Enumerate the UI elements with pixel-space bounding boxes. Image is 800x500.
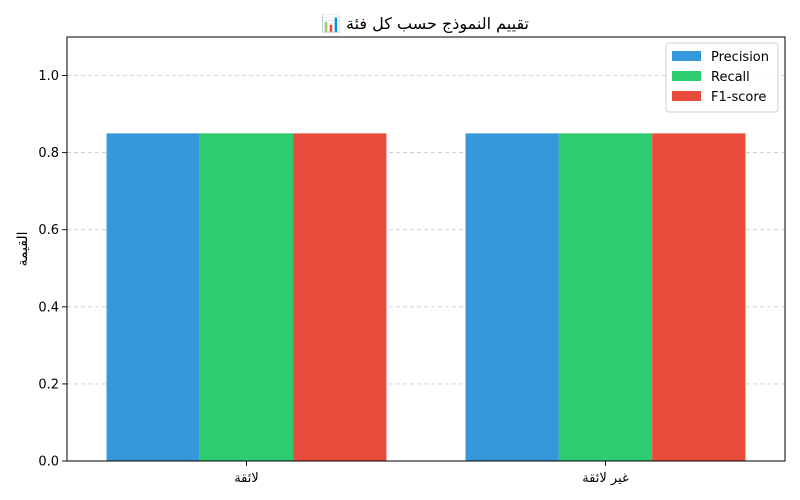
y-axis-label: القيمة <box>15 231 31 266</box>
bar-precision <box>465 133 559 461</box>
legend-label: Recall <box>711 70 750 85</box>
y-tick-label: 0.0 <box>38 455 59 470</box>
y-tick-label: 1.0 <box>38 69 59 84</box>
legend-swatch <box>672 51 701 61</box>
chart-title: 📊 تقييم النموذج حسب كل فئة <box>321 14 529 34</box>
bars <box>106 133 746 461</box>
legend: Precision Recall F1-score <box>665 42 779 113</box>
bar-precision <box>106 133 200 461</box>
x-axis-ticks: لائقة غير لائقة <box>234 461 629 486</box>
bar-f1-score <box>293 133 387 461</box>
axes <box>66 36 786 462</box>
legend-label: F1-score <box>711 90 766 105</box>
y-tick-label: 0.6 <box>38 223 59 238</box>
plot-frame <box>66 36 786 462</box>
legend-label: Precision <box>711 50 769 65</box>
legend-swatch <box>672 91 701 101</box>
y-tick-label: 0.4 <box>38 300 59 315</box>
bar-f1-score <box>652 133 746 461</box>
y-tick-label: 0.2 <box>38 377 59 392</box>
bar-recall <box>558 133 653 461</box>
x-tick-label: لائقة <box>234 471 259 486</box>
y-tick-label: 0.8 <box>38 146 59 161</box>
bar-recall <box>199 133 294 461</box>
y-axis-ticks: 0.0 0.2 0.4 0.6 0.8 1.0 <box>38 69 67 470</box>
legend-swatch <box>672 71 701 81</box>
x-tick-label: غير لائقة <box>582 471 629 486</box>
